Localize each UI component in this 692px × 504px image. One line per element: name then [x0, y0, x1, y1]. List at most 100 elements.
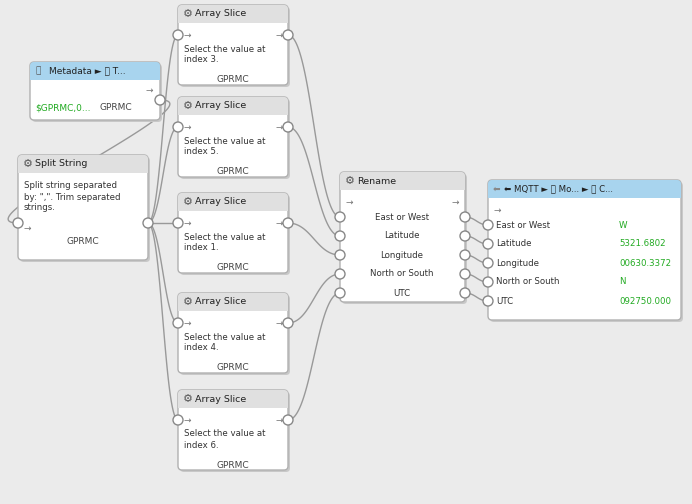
Text: GPRMC: GPRMC: [66, 236, 100, 245]
Text: N: N: [619, 278, 626, 286]
Text: 00630.3372: 00630.3372: [619, 259, 671, 268]
Text: →: →: [146, 86, 154, 95]
FancyBboxPatch shape: [180, 392, 290, 472]
Text: index 1.: index 1.: [184, 243, 219, 253]
Text: →: →: [275, 31, 282, 39]
Text: Split string separated: Split string separated: [24, 181, 117, 191]
Text: →: →: [494, 206, 502, 215]
Circle shape: [460, 288, 470, 298]
Text: →: →: [183, 122, 190, 132]
FancyBboxPatch shape: [178, 293, 288, 311]
Text: $GPRMC,0...: $GPRMC,0...: [35, 103, 91, 112]
Text: East or West: East or West: [496, 221, 550, 229]
Circle shape: [335, 269, 345, 279]
FancyBboxPatch shape: [178, 97, 288, 115]
FancyBboxPatch shape: [178, 390, 288, 408]
FancyBboxPatch shape: [490, 182, 683, 322]
Circle shape: [173, 318, 183, 328]
FancyBboxPatch shape: [20, 157, 150, 262]
Circle shape: [335, 212, 345, 222]
Bar: [488, 189, 681, 198]
Text: 092750.000: 092750.000: [619, 296, 671, 305]
Text: →: →: [24, 223, 32, 232]
Text: ⚙: ⚙: [183, 394, 193, 404]
Bar: [30, 71, 160, 80]
FancyBboxPatch shape: [178, 293, 288, 373]
Text: by: ",". Trim separated: by: ",". Trim separated: [24, 193, 120, 202]
Text: →: →: [183, 31, 190, 39]
Circle shape: [335, 250, 345, 260]
FancyBboxPatch shape: [180, 99, 290, 179]
Text: index 4.: index 4.: [184, 344, 219, 352]
Circle shape: [460, 231, 470, 241]
Bar: [178, 202, 288, 211]
Text: Select the value at: Select the value at: [184, 137, 266, 146]
Text: GPRMC: GPRMC: [217, 167, 249, 176]
Text: ⬅: ⬅: [493, 184, 500, 194]
Text: ⚙: ⚙: [23, 159, 33, 169]
Text: UTC: UTC: [394, 288, 410, 297]
Text: GPRMC: GPRMC: [217, 264, 249, 273]
Text: East or West: East or West: [375, 213, 429, 221]
Bar: [178, 14, 288, 23]
Circle shape: [483, 220, 493, 230]
Bar: [178, 399, 288, 408]
Text: Latitude: Latitude: [496, 239, 531, 248]
Circle shape: [483, 277, 493, 287]
FancyBboxPatch shape: [32, 64, 162, 122]
FancyBboxPatch shape: [342, 174, 467, 304]
Circle shape: [460, 269, 470, 279]
Text: Split String: Split String: [35, 159, 87, 168]
FancyBboxPatch shape: [178, 97, 288, 177]
FancyBboxPatch shape: [30, 62, 160, 120]
Circle shape: [143, 218, 153, 228]
Text: index 3.: index 3.: [184, 55, 219, 65]
FancyBboxPatch shape: [178, 5, 288, 85]
Text: GPRMC: GPRMC: [217, 461, 249, 470]
FancyBboxPatch shape: [18, 155, 148, 173]
Circle shape: [173, 122, 183, 132]
Text: 📁: 📁: [35, 67, 40, 76]
Text: ⚙: ⚙: [183, 101, 193, 111]
FancyBboxPatch shape: [178, 193, 288, 211]
Text: Array Slice: Array Slice: [195, 10, 246, 19]
Text: GPRMC: GPRMC: [217, 363, 249, 372]
Text: index 5.: index 5.: [184, 148, 219, 157]
FancyBboxPatch shape: [178, 193, 288, 273]
Text: Metadata ► 📁 T...: Metadata ► 📁 T...: [49, 67, 126, 76]
Circle shape: [335, 231, 345, 241]
FancyBboxPatch shape: [180, 295, 290, 375]
Circle shape: [283, 30, 293, 40]
FancyBboxPatch shape: [18, 155, 148, 260]
FancyBboxPatch shape: [488, 180, 681, 320]
Text: Array Slice: Array Slice: [195, 395, 246, 404]
Text: ⚙: ⚙: [183, 9, 193, 19]
FancyBboxPatch shape: [340, 172, 465, 302]
Text: 5321.6802: 5321.6802: [619, 239, 666, 248]
Circle shape: [173, 415, 183, 425]
Text: GPRMC: GPRMC: [217, 76, 249, 85]
Circle shape: [483, 296, 493, 306]
Text: →: →: [345, 198, 352, 207]
Text: →: →: [452, 198, 459, 207]
Circle shape: [483, 258, 493, 268]
Text: ⚙: ⚙: [345, 176, 355, 186]
Text: North or South: North or South: [370, 270, 434, 279]
Bar: [178, 106, 288, 115]
Bar: [18, 164, 148, 173]
Circle shape: [173, 30, 183, 40]
Text: Select the value at: Select the value at: [184, 44, 266, 53]
Text: →: →: [275, 415, 282, 424]
Circle shape: [283, 218, 293, 228]
FancyBboxPatch shape: [180, 7, 290, 87]
Circle shape: [460, 250, 470, 260]
Circle shape: [173, 218, 183, 228]
Text: Array Slice: Array Slice: [195, 101, 246, 110]
Text: strings.: strings.: [24, 204, 56, 213]
FancyBboxPatch shape: [180, 195, 290, 275]
Text: Array Slice: Array Slice: [195, 198, 246, 207]
Text: →: →: [183, 319, 190, 328]
Text: →: →: [275, 319, 282, 328]
Circle shape: [283, 318, 293, 328]
Bar: [340, 181, 465, 190]
